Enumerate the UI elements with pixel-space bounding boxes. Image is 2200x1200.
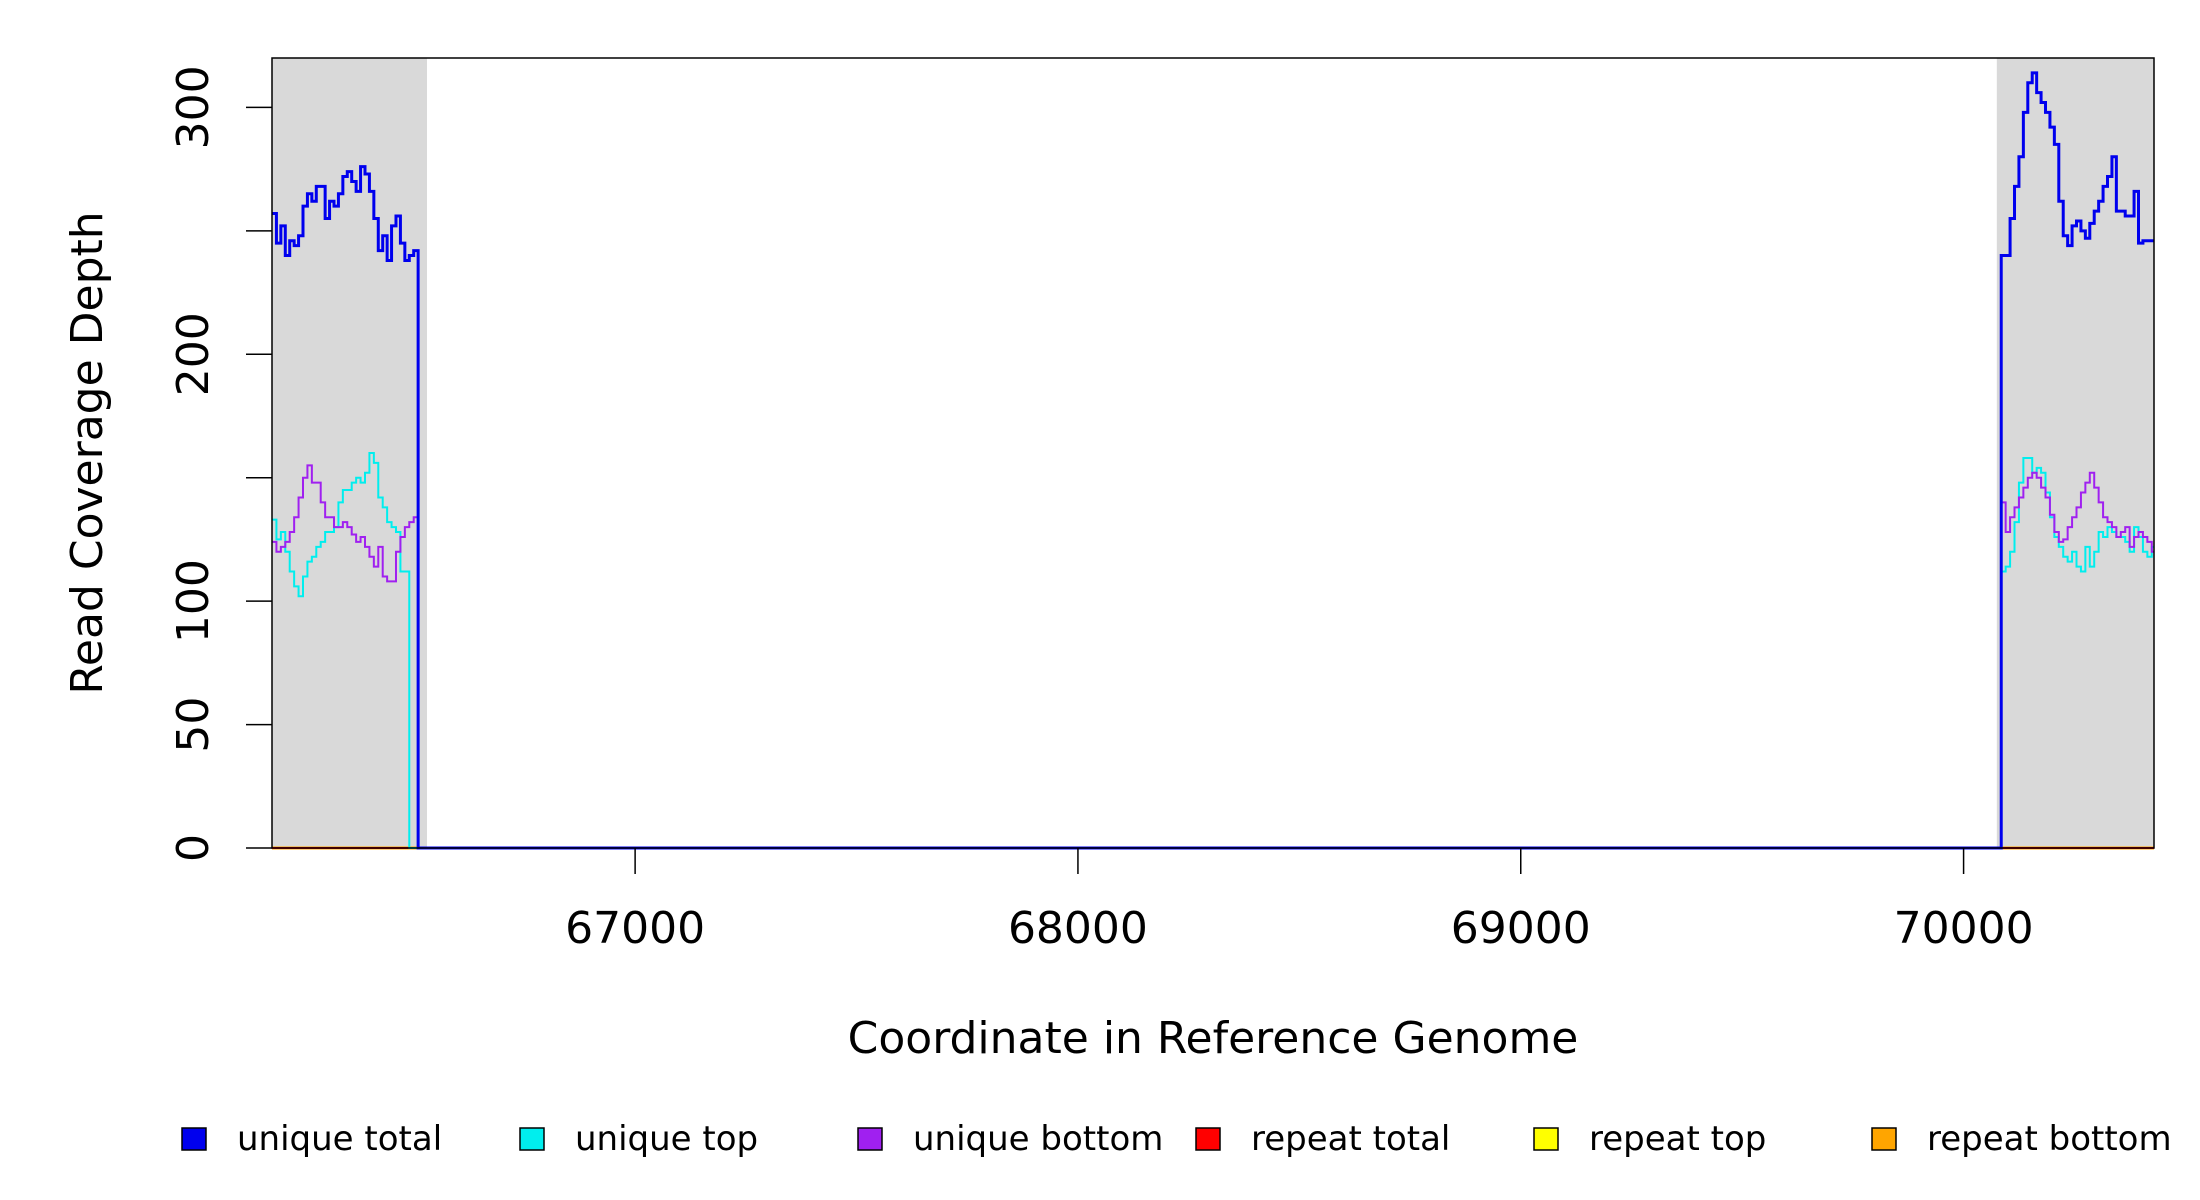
y-tick-label: 100 [168, 559, 219, 643]
x-tick-label: 68000 [1008, 903, 1148, 954]
series-line-unique-total [272, 71, 2154, 850]
legend-swatch-unique-total [181, 1127, 207, 1151]
y-tick-label: 50 [168, 697, 219, 753]
y-tick-label: 300 [168, 65, 219, 149]
series-line-unique-bottom [272, 464, 2154, 849]
shaded-region-0 [272, 58, 427, 848]
legend-label-repeat-top: repeat top [1589, 1119, 1766, 1159]
legend-label-repeat-bottom: repeat bottom [1927, 1119, 2172, 1159]
y-tick-label: 200 [168, 312, 219, 396]
legend: unique total unique top unique bottom repea… [181, 1119, 2172, 1159]
legend-swatch-repeat-top [1533, 1127, 1559, 1151]
legend-label-unique-bottom: unique bottom [913, 1119, 1163, 1159]
plot-frame [271, 57, 2155, 849]
series-lines [272, 71, 2154, 850]
x-tick-label: 69000 [1451, 903, 1591, 954]
shaded-region-1 [1996, 58, 2154, 848]
legend-swatch-unique-top [519, 1127, 545, 1151]
x-axis: 67000 68000 69000 70000 [565, 848, 2034, 954]
x-axis-title: Coordinate in Reference Genome [848, 1013, 1579, 1064]
y-axis: 0 50 100 200 300 [168, 65, 272, 862]
y-axis-title: Read Coverage Depth [62, 211, 113, 694]
legend-swatch-repeat-bottom [1871, 1127, 1897, 1151]
x-tick-label: 67000 [565, 903, 705, 954]
legend-swatch-unique-bottom [857, 1127, 883, 1151]
legend-label-repeat-total: repeat total [1251, 1119, 1450, 1159]
legend-label-unique-top: unique top [575, 1119, 758, 1159]
legend-label-unique-total: unique total [237, 1119, 442, 1159]
legend-swatch-repeat-total [1195, 1127, 1221, 1151]
y-tick-label: 0 [168, 834, 219, 862]
series-line-unique-top [272, 452, 2154, 849]
shaded-regions [272, 58, 2154, 848]
x-tick-label: 70000 [1894, 903, 2034, 954]
